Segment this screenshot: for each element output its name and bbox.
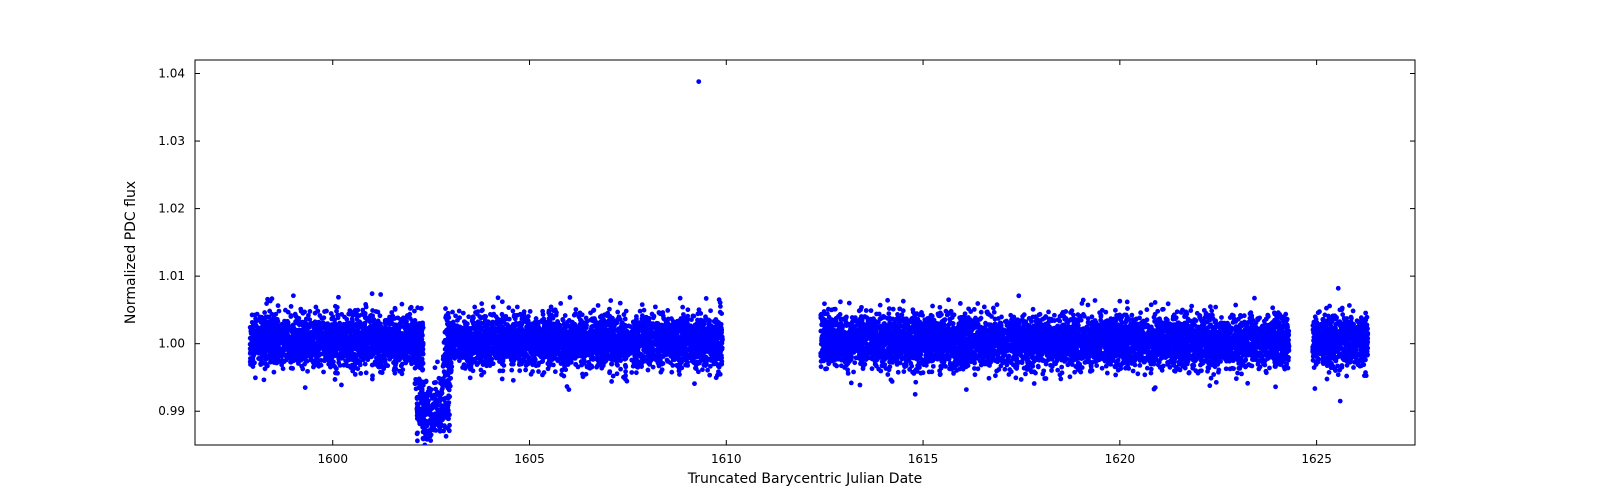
y-tick-label: 1.03 [158, 134, 185, 148]
y-tick-label: 1.02 [158, 202, 185, 216]
scatter-points [248, 79, 1370, 447]
x-tick-label: 1600 [317, 452, 348, 466]
x-tick-label: 1620 [1105, 452, 1136, 466]
x-axis-label: Truncated Barycentric Julian Date [687, 471, 923, 487]
x-tick-label: 1625 [1301, 452, 1332, 466]
x-tick-label: 1605 [514, 452, 545, 466]
y-tick-label: 0.99 [158, 404, 185, 418]
x-tick-label: 1615 [908, 452, 939, 466]
lightcurve-chart: 1600 1605 1610 1615 1620 1625 0.99 1.00 1.01 1.02… [0, 0, 1600, 500]
y-axis-label: Normalized PDC flux [123, 181, 139, 324]
y-tick-label: 1.00 [158, 337, 185, 351]
plot-border [195, 60, 1415, 445]
y-tick-label: 1.04 [158, 67, 185, 81]
y-tick-label: 1.01 [158, 269, 185, 283]
chart-svg: 1600 1605 1610 1615 1620 1625 0.99 1.00 1.01 1.02… [0, 0, 1600, 500]
x-tick-label: 1610 [711, 452, 742, 466]
